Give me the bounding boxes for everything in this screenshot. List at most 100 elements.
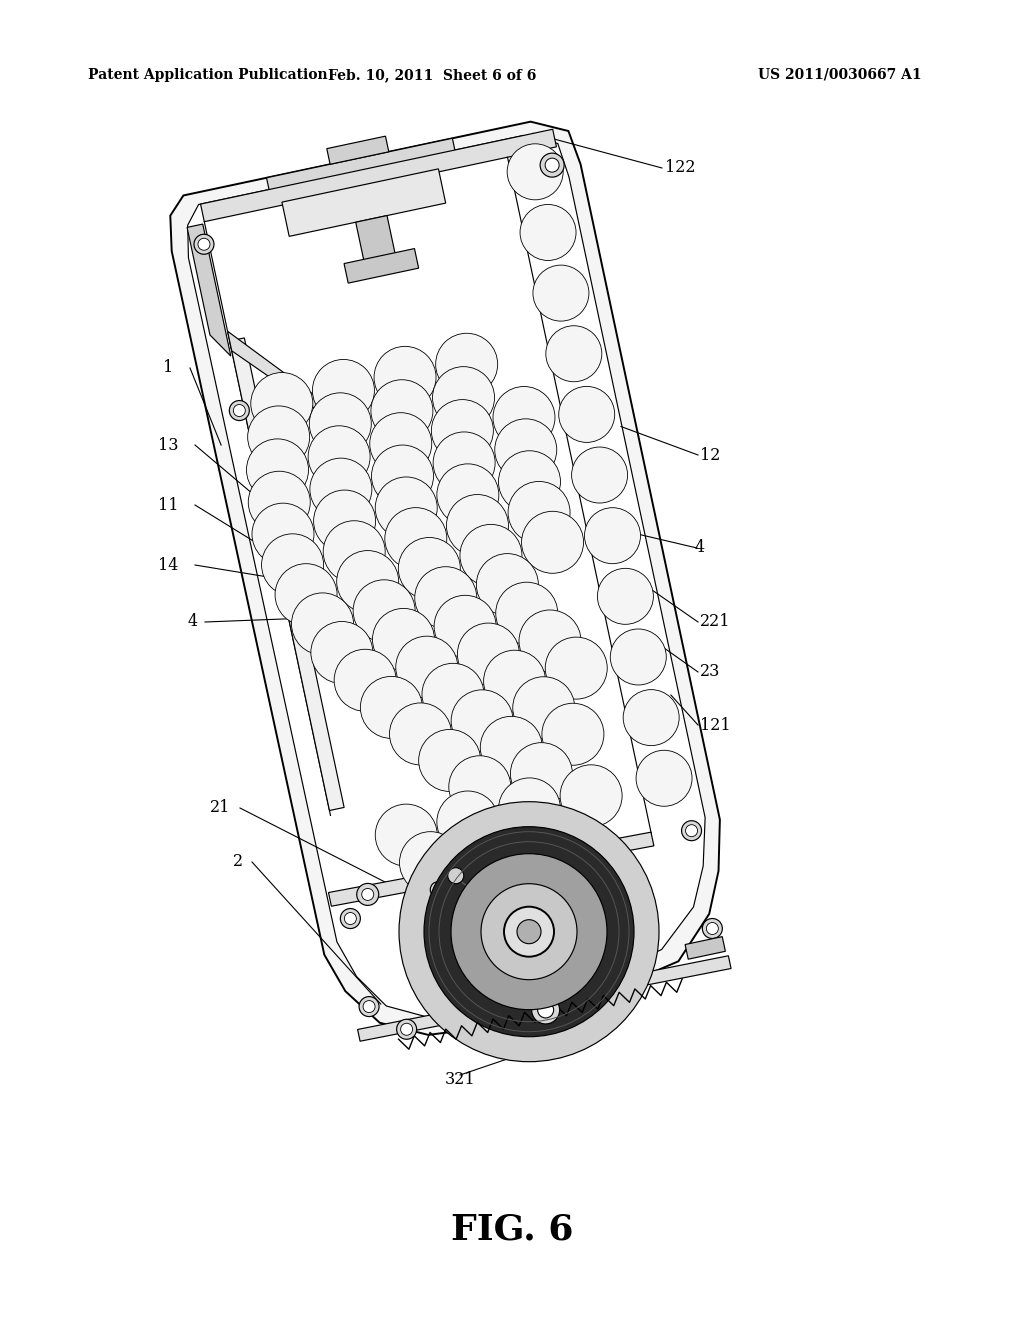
- Circle shape: [422, 664, 484, 725]
- Circle shape: [389, 704, 452, 764]
- Circle shape: [437, 791, 499, 853]
- Text: 23: 23: [700, 664, 720, 681]
- Polygon shape: [227, 331, 328, 417]
- Text: 1: 1: [163, 359, 173, 376]
- Circle shape: [372, 445, 433, 507]
- Circle shape: [481, 883, 577, 979]
- Circle shape: [229, 400, 249, 421]
- Circle shape: [507, 144, 563, 199]
- Circle shape: [707, 923, 719, 935]
- Circle shape: [431, 400, 494, 462]
- Circle shape: [521, 511, 584, 573]
- Circle shape: [248, 471, 310, 533]
- Text: Feb. 10, 2011  Sheet 6 of 6: Feb. 10, 2011 Sheet 6 of 6: [328, 69, 537, 82]
- Circle shape: [419, 730, 480, 792]
- Circle shape: [461, 818, 523, 880]
- Circle shape: [275, 564, 337, 626]
- Text: FIG. 6: FIG. 6: [451, 1213, 573, 1247]
- Text: 4: 4: [695, 540, 706, 557]
- Circle shape: [685, 825, 697, 837]
- Circle shape: [261, 533, 324, 595]
- Circle shape: [356, 883, 379, 906]
- Circle shape: [292, 593, 353, 655]
- Circle shape: [309, 393, 372, 455]
- Circle shape: [395, 636, 458, 698]
- Circle shape: [399, 801, 659, 1061]
- Text: 321: 321: [444, 1072, 475, 1089]
- Circle shape: [433, 432, 496, 494]
- Circle shape: [520, 205, 577, 260]
- Polygon shape: [266, 139, 457, 198]
- Circle shape: [375, 804, 437, 866]
- Circle shape: [451, 854, 607, 1010]
- Circle shape: [434, 595, 496, 657]
- Circle shape: [310, 458, 372, 520]
- Circle shape: [308, 426, 370, 488]
- Circle shape: [571, 447, 628, 503]
- Circle shape: [610, 628, 667, 685]
- Circle shape: [446, 495, 509, 557]
- Circle shape: [415, 566, 477, 628]
- Circle shape: [495, 418, 557, 480]
- Circle shape: [702, 919, 722, 939]
- Polygon shape: [187, 224, 230, 356]
- Circle shape: [313, 490, 376, 552]
- Circle shape: [430, 882, 446, 898]
- Polygon shape: [344, 248, 419, 282]
- Circle shape: [340, 908, 360, 928]
- Circle shape: [636, 750, 692, 807]
- Circle shape: [545, 638, 607, 700]
- Circle shape: [597, 569, 653, 624]
- Circle shape: [447, 867, 464, 883]
- Circle shape: [370, 413, 432, 475]
- Circle shape: [546, 326, 602, 381]
- Circle shape: [360, 676, 422, 738]
- Circle shape: [233, 404, 246, 417]
- Circle shape: [508, 482, 570, 544]
- Text: 13: 13: [158, 437, 178, 454]
- Circle shape: [432, 367, 495, 429]
- Polygon shape: [187, 136, 706, 1018]
- Circle shape: [251, 372, 312, 434]
- Circle shape: [560, 764, 623, 826]
- Circle shape: [364, 1001, 375, 1012]
- Circle shape: [460, 524, 522, 586]
- Text: Patent Application Publication: Patent Application Publication: [88, 69, 328, 82]
- Circle shape: [545, 158, 559, 172]
- Circle shape: [585, 508, 640, 564]
- Circle shape: [396, 1019, 417, 1039]
- Circle shape: [359, 997, 379, 1016]
- Circle shape: [324, 520, 385, 582]
- Circle shape: [424, 826, 634, 1036]
- Circle shape: [504, 907, 554, 957]
- Circle shape: [538, 1002, 554, 1018]
- Circle shape: [517, 920, 541, 944]
- Polygon shape: [685, 937, 725, 960]
- Circle shape: [458, 623, 519, 685]
- Circle shape: [510, 743, 572, 805]
- Circle shape: [480, 717, 543, 779]
- Circle shape: [374, 346, 436, 408]
- Circle shape: [198, 238, 210, 251]
- Circle shape: [194, 234, 214, 255]
- Circle shape: [337, 550, 398, 612]
- Text: 2: 2: [232, 854, 243, 870]
- Circle shape: [519, 610, 581, 672]
- Circle shape: [311, 622, 373, 684]
- Circle shape: [499, 777, 560, 840]
- Circle shape: [312, 359, 375, 421]
- Circle shape: [361, 888, 374, 900]
- Circle shape: [248, 407, 309, 467]
- Circle shape: [452, 690, 513, 752]
- Circle shape: [449, 756, 511, 818]
- Circle shape: [247, 438, 308, 500]
- Circle shape: [373, 609, 434, 671]
- Polygon shape: [327, 136, 389, 164]
- Circle shape: [371, 380, 433, 442]
- Circle shape: [483, 651, 546, 713]
- Polygon shape: [282, 169, 445, 236]
- Circle shape: [435, 333, 498, 395]
- Circle shape: [522, 805, 585, 867]
- Circle shape: [334, 649, 396, 711]
- Circle shape: [437, 463, 499, 525]
